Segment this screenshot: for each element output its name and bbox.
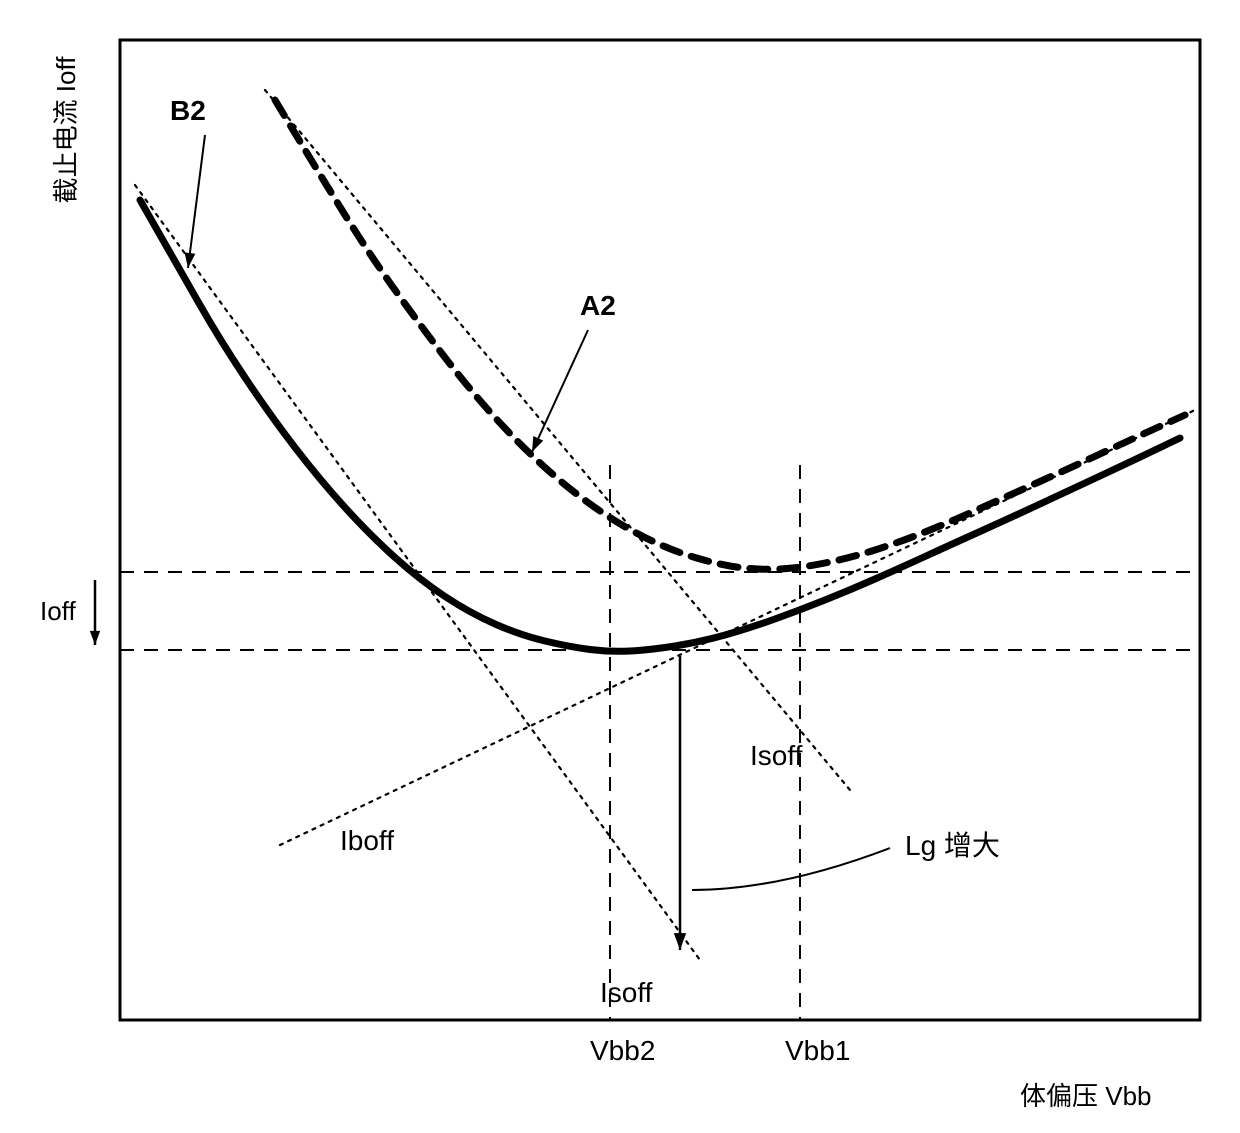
svg-text:A2: A2	[580, 290, 616, 321]
svg-text:B2: B2	[170, 95, 206, 126]
svg-text:Iboff: Iboff	[340, 825, 394, 856]
svg-text:截止电流 Ioff: 截止电流 Ioff	[51, 56, 81, 204]
svg-text:Vbb1: Vbb1	[785, 1035, 850, 1066]
svg-text:Isoff: Isoff	[600, 977, 653, 1008]
svg-text:Lg 增大: Lg 增大	[905, 830, 1000, 861]
svg-text:Vbb2: Vbb2	[590, 1035, 655, 1066]
svg-text:Isoff: Isoff	[750, 740, 803, 771]
svg-text:Ioff: Ioff	[40, 596, 76, 626]
ioff-vbb-chart: Vbb2 Vbb1 Isoff Isoff Iboff B2 A2 Ioff Lg 增大 截止电流…	[20, 20, 1220, 1113]
svg-text:体偏压 Vbb: 体偏压 Vbb	[1020, 1081, 1152, 1111]
chart-container: Vbb2 Vbb1 Isoff Isoff Iboff B2 A2 Ioff Lg 增大 截止电流…	[20, 20, 1220, 1113]
